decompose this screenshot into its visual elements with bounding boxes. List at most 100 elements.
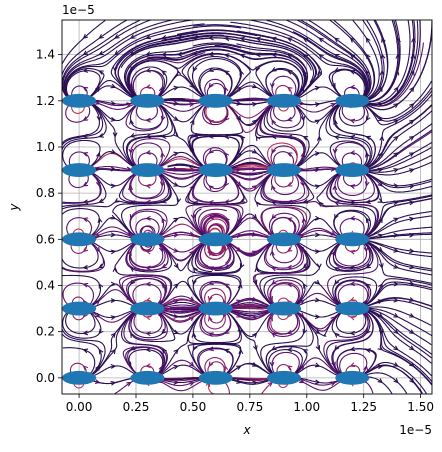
stream-arrow <box>409 69 415 76</box>
stream-arrow <box>145 315 152 321</box>
stream-arrow <box>208 214 214 220</box>
stream-arrow <box>314 151 321 156</box>
ellipse-marker <box>130 163 165 177</box>
x-scale-label: 1e−5 <box>399 423 432 437</box>
ellipse-marker <box>130 232 165 247</box>
stream-arrow <box>332 148 338 155</box>
stream-arrow <box>173 100 180 106</box>
stream-arrow <box>110 166 117 172</box>
stream-arrow <box>365 135 371 141</box>
stream-arrow <box>239 135 246 141</box>
stream-arrow <box>349 296 356 302</box>
stream-arrow <box>393 200 400 206</box>
ellipse-marker <box>62 163 97 177</box>
ellipses <box>62 93 370 385</box>
stream-arrow <box>251 315 258 321</box>
stream-arrow <box>330 316 336 322</box>
stream-arrow <box>393 247 400 253</box>
stream-arrow <box>96 115 102 122</box>
stream-arrow <box>286 116 293 122</box>
stream-arrow <box>379 135 385 141</box>
stream-arrow <box>271 148 276 155</box>
stream-arrow <box>98 133 104 138</box>
stream-arrow <box>145 249 151 255</box>
stream-arrow <box>173 232 180 238</box>
stream-arrow <box>176 69 182 76</box>
ellipse-marker <box>130 301 165 316</box>
stream-arrow <box>349 69 356 75</box>
stream-arrow <box>408 297 415 302</box>
stream-arrow <box>114 34 120 39</box>
x-tick-label: 1.00 <box>293 400 320 414</box>
stream-arrow <box>409 377 415 384</box>
stream-arrow <box>161 283 167 289</box>
stream-arrow <box>191 279 197 286</box>
stream-arrow <box>314 102 321 107</box>
stream-arrow <box>251 250 258 256</box>
stream-arrow <box>145 297 151 303</box>
stream-arrow <box>239 263 245 269</box>
stream-arrow <box>349 281 356 287</box>
stream-arrow <box>252 332 258 338</box>
stream-arrow <box>377 116 384 122</box>
stream-arrow <box>409 248 415 254</box>
stream-arrow <box>98 198 104 203</box>
x-tick-label: 1.50 <box>407 400 434 414</box>
stream-arrow <box>223 70 230 76</box>
ellipse-marker <box>198 163 233 177</box>
stream-arrow <box>365 348 371 353</box>
stream-arrow <box>363 86 369 92</box>
stream-arrow <box>393 264 399 269</box>
stream-arrow <box>239 36 246 42</box>
stream-arrow <box>110 249 117 255</box>
stream-arrow <box>238 348 244 355</box>
stream-arrow <box>251 148 258 154</box>
stream-arrow <box>314 314 321 320</box>
stream-arrow <box>365 69 371 76</box>
stream-arrow <box>251 83 258 89</box>
stream-line <box>62 20 106 64</box>
stream-arrow <box>393 135 399 141</box>
ellipse-marker <box>62 301 97 316</box>
stream-arrow <box>270 36 277 42</box>
stream-arrow <box>318 201 324 207</box>
stream-arrow <box>160 134 167 139</box>
stream-arrow <box>239 198 246 203</box>
stream-arrow <box>314 119 321 125</box>
ellipse-marker <box>198 232 233 247</box>
stream-arrow <box>128 148 134 155</box>
stream-arrow <box>393 86 399 92</box>
stream-arrow <box>349 184 356 189</box>
stream-arrow <box>207 315 213 322</box>
stream-arrow <box>145 331 151 337</box>
stream-arrow <box>208 51 214 57</box>
stream-arrow <box>349 118 356 124</box>
stream-arrow <box>393 168 399 173</box>
y-tick-label: 0.2 <box>36 325 55 339</box>
stream-arrow <box>314 279 321 285</box>
stream-arrow <box>314 362 321 368</box>
stream-arrow <box>409 216 415 222</box>
stream-arrow <box>362 312 367 319</box>
stream-arrow <box>318 37 324 43</box>
ellipse-marker <box>62 370 97 385</box>
stream-arrow <box>252 345 258 351</box>
stream-arrow <box>409 281 415 286</box>
stream-arrow <box>126 381 132 387</box>
stream-arrow <box>255 201 261 207</box>
stream-arrow <box>208 148 214 154</box>
ellipse-marker <box>266 232 302 247</box>
stream-arrow <box>330 166 337 172</box>
stream-arrow <box>314 232 321 238</box>
stream-arrow <box>365 53 371 60</box>
stream-arrow <box>191 332 197 338</box>
stream-arrow <box>286 365 293 371</box>
stream-arrow <box>409 119 415 125</box>
stream-arrow <box>409 152 415 157</box>
ellipse-marker <box>198 370 233 385</box>
stream-arrow <box>269 250 275 256</box>
stream-arrow <box>393 328 399 335</box>
stream-line <box>286 20 370 102</box>
ellipse-marker <box>130 93 165 108</box>
